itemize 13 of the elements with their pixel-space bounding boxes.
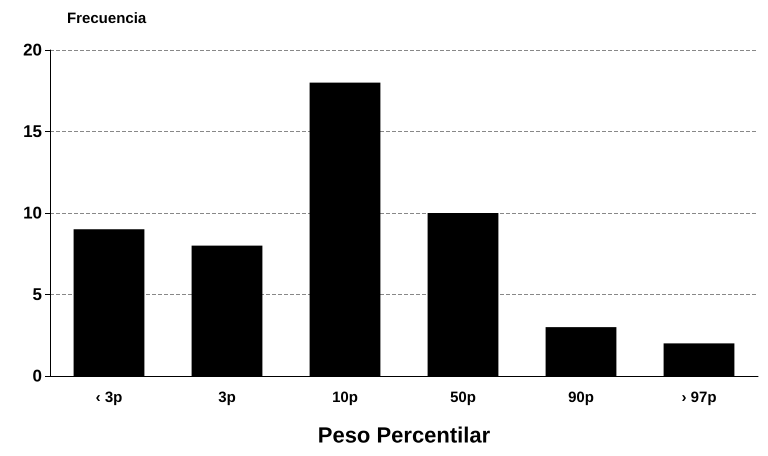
x-tick-label: 50p <box>450 389 476 406</box>
y-tick-label: 10 <box>23 204 42 222</box>
x-axis-title: Peso Percentilar <box>318 422 491 448</box>
x-tick-label: 3p <box>218 389 236 406</box>
x-tick-label: 10p <box>332 389 358 406</box>
x-tick-label: ‹ 3p <box>96 389 122 406</box>
y-tick-label: 15 <box>23 122 42 141</box>
x-tick-label: 90p <box>568 389 594 406</box>
x-tick-label: › 97p <box>681 389 717 406</box>
y-tick-label: 0 <box>32 366 42 386</box>
y-tick-label: 5 <box>32 285 42 304</box>
y-tick-label: 20 <box>23 40 42 60</box>
y-axis-title: Frecuencia <box>67 10 147 27</box>
